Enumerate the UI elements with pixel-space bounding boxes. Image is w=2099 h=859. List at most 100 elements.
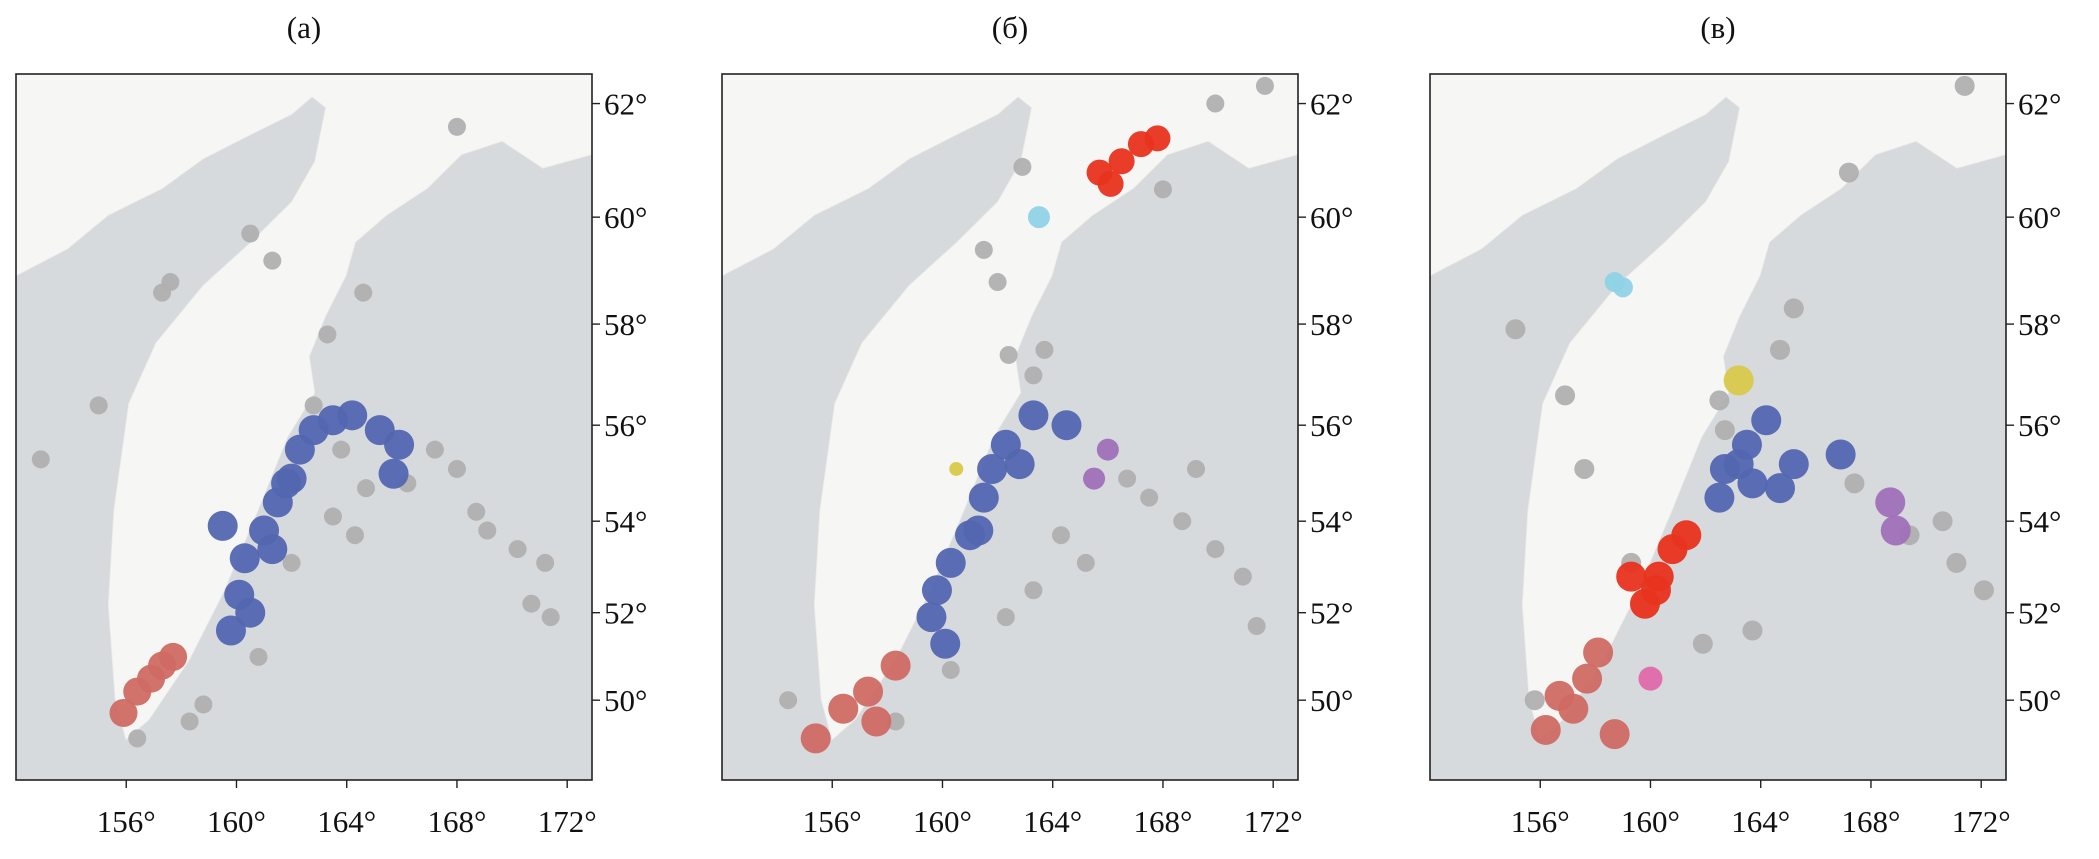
x-tick-label: 172° bbox=[1952, 804, 2011, 839]
data-point bbox=[1838, 162, 1859, 183]
data-point bbox=[1013, 157, 1032, 176]
y-tick-label: 52° bbox=[604, 596, 647, 631]
data-point bbox=[1875, 487, 1906, 518]
y-tick-label: 56° bbox=[1310, 408, 1353, 443]
x-tick-label: 160° bbox=[207, 804, 266, 839]
y-tick-label: 50° bbox=[1310, 683, 1353, 718]
data-point bbox=[1153, 180, 1172, 199]
data-point bbox=[257, 534, 288, 565]
data-point bbox=[282, 553, 301, 572]
data-point bbox=[988, 273, 1007, 292]
data-point bbox=[1599, 719, 1630, 750]
data-point bbox=[1778, 449, 1809, 480]
data-point bbox=[31, 450, 50, 469]
data-point bbox=[207, 510, 238, 541]
y-tick-label: 52° bbox=[1310, 596, 1353, 631]
data-point bbox=[935, 547, 966, 578]
data-point bbox=[89, 396, 108, 415]
data-point bbox=[1954, 75, 1975, 96]
data-point bbox=[128, 729, 147, 748]
map-panel: (а) 156° 160° 164° 168° 172° 50° 52° 54° 56° 58° 60… bbox=[15, 10, 647, 839]
data-point bbox=[249, 647, 268, 666]
y-tick-label: 54° bbox=[604, 504, 647, 539]
data-point bbox=[357, 479, 376, 498]
data-point bbox=[1018, 400, 1049, 431]
x-tick-label: 168° bbox=[1134, 804, 1193, 839]
x-tick-label: 160° bbox=[1621, 804, 1680, 839]
data-point bbox=[1206, 540, 1225, 559]
data-point bbox=[1751, 405, 1782, 436]
data-point bbox=[1723, 365, 1754, 396]
data-point bbox=[930, 628, 961, 659]
data-point bbox=[522, 594, 541, 613]
data-point bbox=[1173, 512, 1192, 531]
y-tick-label: 54° bbox=[2018, 504, 2061, 539]
data-point bbox=[1004, 449, 1035, 480]
x-tick-label: 156° bbox=[1511, 804, 1570, 839]
map-area bbox=[16, 74, 592, 780]
data-point bbox=[153, 283, 172, 302]
data-point bbox=[425, 440, 444, 459]
y-tick-label: 58° bbox=[2018, 307, 2061, 342]
y-tick-label: 50° bbox=[604, 683, 647, 718]
data-point bbox=[180, 712, 199, 731]
map-area bbox=[722, 74, 1298, 780]
data-point bbox=[1544, 680, 1575, 711]
data-point bbox=[1187, 459, 1206, 478]
data-point bbox=[1770, 339, 1791, 360]
data-point bbox=[1742, 620, 1763, 641]
data-point bbox=[916, 602, 947, 633]
data-point bbox=[1704, 482, 1735, 513]
x-tick-label: 156° bbox=[803, 804, 862, 839]
data-point bbox=[541, 608, 560, 627]
data-point bbox=[1574, 458, 1595, 479]
data-point bbox=[996, 608, 1015, 627]
data-point bbox=[1530, 714, 1561, 745]
data-point bbox=[1140, 488, 1159, 507]
data-point bbox=[1880, 515, 1911, 546]
y-tick-label: 60° bbox=[1310, 200, 1353, 235]
data-point bbox=[977, 453, 1008, 484]
y-tick-label: 50° bbox=[2018, 683, 2061, 718]
data-point bbox=[384, 429, 415, 460]
data-point bbox=[1097, 170, 1124, 197]
data-point bbox=[215, 615, 246, 646]
data-point bbox=[1505, 319, 1526, 340]
data-point bbox=[345, 526, 364, 545]
panel-title: (в) bbox=[1700, 10, 1735, 45]
data-point bbox=[337, 400, 368, 431]
data-point bbox=[1024, 581, 1043, 600]
data-point bbox=[1783, 298, 1804, 319]
data-point bbox=[1206, 94, 1225, 113]
data-point bbox=[235, 597, 266, 628]
data-point bbox=[1524, 690, 1545, 711]
data-point bbox=[1714, 420, 1735, 441]
data-point bbox=[1583, 637, 1614, 668]
data-point bbox=[1946, 552, 1967, 573]
y-tick-label: 62° bbox=[1310, 87, 1353, 122]
data-point bbox=[1844, 473, 1865, 494]
data-point bbox=[536, 553, 555, 572]
data-point bbox=[1616, 561, 1647, 592]
y-tick-label: 58° bbox=[1310, 307, 1353, 342]
data-point bbox=[779, 691, 798, 710]
data-point bbox=[1640, 575, 1671, 606]
data-point bbox=[229, 543, 260, 574]
data-point bbox=[1083, 467, 1106, 490]
y-tick-label: 54° bbox=[1310, 504, 1353, 539]
x-tick-label: 164° bbox=[1023, 804, 1082, 839]
data-point bbox=[1255, 76, 1274, 95]
data-point bbox=[1035, 340, 1054, 359]
y-tick-label: 60° bbox=[604, 200, 647, 235]
data-point bbox=[447, 459, 466, 478]
data-point bbox=[1709, 390, 1730, 411]
data-point bbox=[1932, 511, 1953, 532]
data-point bbox=[941, 660, 960, 679]
data-point bbox=[271, 468, 302, 499]
data-point bbox=[241, 224, 260, 243]
map-area bbox=[1430, 74, 2006, 780]
map-panel: (б) 156° 160° 164° 168° 172° 50° 52° 54° 56° 58° 60… bbox=[721, 10, 1353, 839]
data-point bbox=[1027, 206, 1050, 229]
